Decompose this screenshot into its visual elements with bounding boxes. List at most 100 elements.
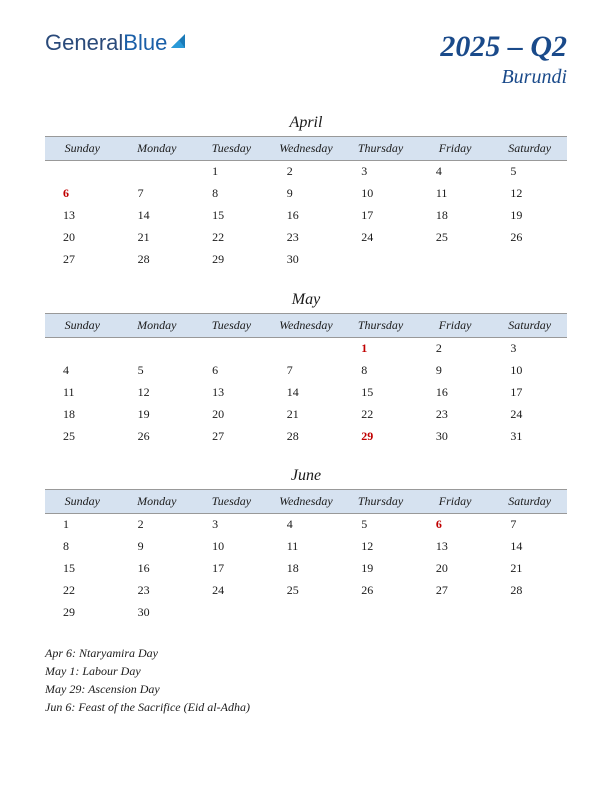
calendar-cell: 12: [120, 381, 195, 403]
calendar-cell: 12: [492, 183, 567, 205]
logo-triangle-icon: [169, 30, 187, 56]
month-title: June: [45, 467, 567, 485]
calendar-cell: 22: [194, 227, 269, 249]
day-header: Wednesday: [269, 137, 344, 161]
calendar-cell: 30: [269, 249, 344, 271]
calendar-cell: 16: [269, 205, 344, 227]
month-block: MaySundayMondayTuesdayWednesdayThursdayF…: [45, 291, 567, 448]
calendar-cell: 25: [269, 580, 344, 602]
calendar-table: SundayMondayTuesdayWednesdayThursdayFrid…: [45, 313, 567, 448]
day-header: Sunday: [45, 313, 120, 337]
calendar-cell: 17: [343, 205, 418, 227]
calendar-row: 18192021222324: [45, 403, 567, 425]
calendar-cell: 14: [120, 205, 195, 227]
calendar-row: 11121314151617: [45, 381, 567, 403]
calendar-cell: 6: [418, 514, 493, 536]
calendar-cell: 23: [418, 403, 493, 425]
title-block: 2025 – Q2 Burundi: [440, 30, 567, 89]
day-header: Tuesday: [194, 137, 269, 161]
calendar-cell: 4: [269, 514, 344, 536]
calendars-container: AprilSundayMondayTuesdayWednesdayThursda…: [45, 114, 567, 624]
calendar-cell: 27: [194, 425, 269, 447]
page-header: GeneralBlue 2025 – Q2 Burundi: [45, 30, 567, 89]
calendar-cell: [45, 337, 120, 359]
calendar-row: 20212223242526: [45, 227, 567, 249]
calendar-cell: [492, 249, 567, 271]
calendar-cell: [120, 161, 195, 183]
calendar-cell: 4: [45, 359, 120, 381]
calendar-cell: 23: [269, 227, 344, 249]
calendar-cell: 29: [45, 602, 120, 624]
calendar-cell: 2: [269, 161, 344, 183]
calendar-cell: 26: [492, 227, 567, 249]
calendar-cell: [418, 602, 493, 624]
calendar-cell: 6: [45, 183, 120, 205]
calendar-cell: 2: [418, 337, 493, 359]
calendar-cell: 20: [418, 558, 493, 580]
day-header: Thursday: [343, 137, 418, 161]
calendar-cell: 7: [269, 359, 344, 381]
holiday-entry: Apr 6: Ntaryamira Day: [45, 644, 567, 662]
calendar-row: 45678910: [45, 359, 567, 381]
calendar-cell: 29: [194, 249, 269, 271]
calendar-cell: 25: [418, 227, 493, 249]
calendar-cell: 3: [194, 514, 269, 536]
calendar-cell: 13: [418, 536, 493, 558]
day-header: Sunday: [45, 137, 120, 161]
calendar-cell: 11: [269, 536, 344, 558]
logo-text-part1: General: [45, 30, 123, 56]
calendar-cell: 21: [120, 227, 195, 249]
calendar-row: 123: [45, 337, 567, 359]
calendar-cell: 9: [418, 359, 493, 381]
calendar-cell: 18: [269, 558, 344, 580]
calendar-cell: [194, 337, 269, 359]
day-header: Wednesday: [269, 490, 344, 514]
day-header: Monday: [120, 490, 195, 514]
calendar-cell: 10: [343, 183, 418, 205]
calendar-cell: 20: [45, 227, 120, 249]
calendar-cell: 9: [120, 536, 195, 558]
calendar-cell: 15: [45, 558, 120, 580]
holiday-entry: May 29: Ascension Day: [45, 680, 567, 698]
holiday-entry: Jun 6: Feast of the Sacrifice (Eid al-Ad…: [45, 698, 567, 716]
calendar-cell: 5: [343, 514, 418, 536]
calendar-cell: 29: [343, 425, 418, 447]
calendar-cell: [269, 337, 344, 359]
calendar-cell: 17: [194, 558, 269, 580]
calendar-cell: 22: [343, 403, 418, 425]
calendar-table: SundayMondayTuesdayWednesdayThursdayFrid…: [45, 489, 567, 624]
calendar-cell: 28: [269, 425, 344, 447]
calendar-cell: [194, 602, 269, 624]
calendar-cell: 3: [492, 337, 567, 359]
calendar-cell: 19: [492, 205, 567, 227]
holidays-list: Apr 6: Ntaryamira DayMay 1: Labour DayMa…: [45, 644, 567, 716]
calendar-cell: [418, 249, 493, 271]
calendar-cell: 30: [120, 602, 195, 624]
calendar-cell: 6: [194, 359, 269, 381]
calendar-cell: [343, 249, 418, 271]
calendar-cell: 5: [492, 161, 567, 183]
day-header: Thursday: [343, 313, 418, 337]
calendar-cell: 21: [269, 403, 344, 425]
calendar-cell: 23: [120, 580, 195, 602]
calendar-row: 1234567: [45, 514, 567, 536]
calendar-row: 6789101112: [45, 183, 567, 205]
month-block: June SundayMondayTuesdayWednesdayThursday…: [45, 467, 567, 624]
calendar-cell: 22: [45, 580, 120, 602]
calendar-cell: 31: [492, 425, 567, 447]
calendar-cell: [45, 161, 120, 183]
calendar-cell: 19: [343, 558, 418, 580]
calendar-cell: 13: [45, 205, 120, 227]
calendar-cell: 27: [45, 249, 120, 271]
day-header: Monday: [120, 137, 195, 161]
calendar-cell: 10: [492, 359, 567, 381]
logo: GeneralBlue: [45, 30, 187, 56]
calendar-row: 12345: [45, 161, 567, 183]
calendar-cell: 24: [492, 403, 567, 425]
calendar-cell: 24: [343, 227, 418, 249]
day-header: Monday: [120, 313, 195, 337]
calendar-cell: 12: [343, 536, 418, 558]
calendar-cell: 26: [343, 580, 418, 602]
calendar-cell: 17: [492, 381, 567, 403]
calendar-cell: 14: [269, 381, 344, 403]
